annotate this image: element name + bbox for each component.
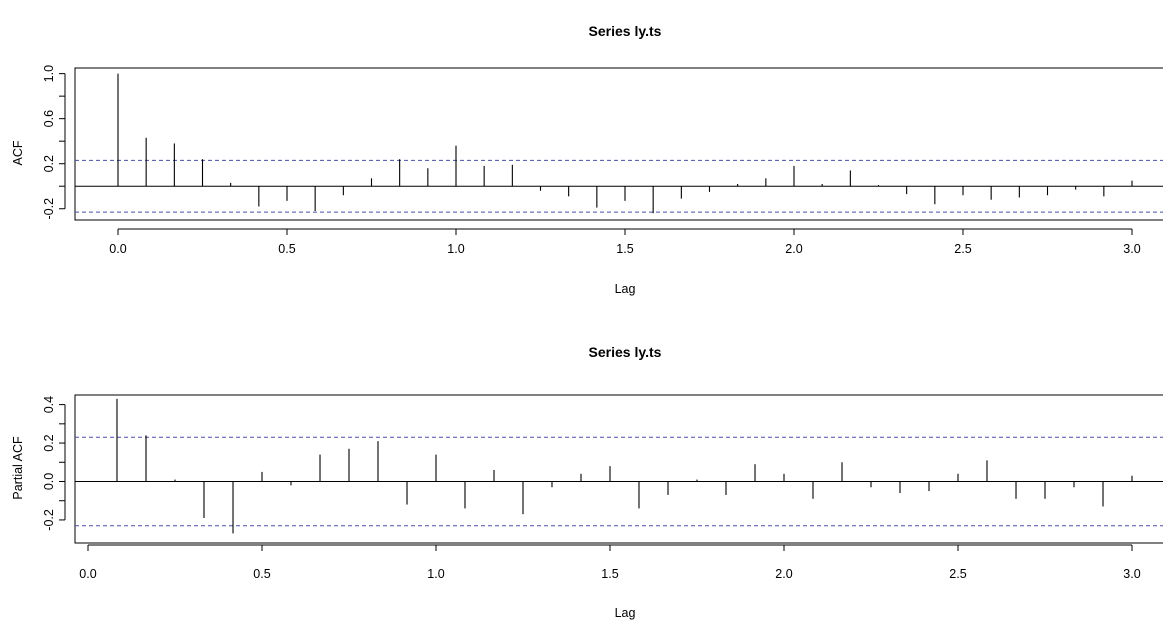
pacf-y-tick-label: 0.0	[42, 473, 56, 490]
pacf-panel: Series ly.ts Lag Partial ACF 0.0 0.5 1.0 1.…	[11, 344, 1163, 620]
pacf-x-tick-label: 3.0	[1123, 567, 1140, 581]
pacf-x-axis-label: Lag	[615, 606, 636, 620]
pacf-x-tick-label: 2.0	[775, 567, 792, 581]
acf-x-tick-label: 2.5	[954, 242, 971, 256]
pacf-plot-frame	[74, 394, 1163, 544]
acf-y-axis-label: ACF	[11, 140, 25, 165]
acf-x-tick-label: 2.0	[785, 242, 802, 256]
pacf-x-tick-label: 1.5	[601, 567, 618, 581]
acf-plot-frame	[74, 67, 1163, 221]
acf-x-axis-label: Lag	[615, 282, 636, 296]
pacf-x-tick-label: 0.0	[79, 567, 96, 581]
acf-y-tick-label: 1.0	[42, 65, 56, 82]
pacf-x-tick-label: 1.0	[427, 567, 444, 581]
acf-x-tick-label: 1.5	[616, 242, 633, 256]
pacf-y-axis-label: Partial ACF	[11, 436, 25, 500]
acf-x-tick-label: 0.0	[109, 242, 126, 256]
acf-x-tick-label: 1.0	[447, 242, 464, 256]
pacf-chart-title: Series ly.ts	[589, 344, 662, 360]
acf-y-tick-label: -0.2	[42, 198, 56, 220]
pacf-y-tick-label: -0.2	[42, 509, 56, 531]
pacf-x-tick-label: 2.5	[949, 567, 966, 581]
pacf-y-tick-label: 0.2	[42, 434, 56, 451]
acf-x-tick-label: 3.0	[1123, 242, 1140, 256]
acf-y-tick-label: 0.6	[42, 110, 56, 127]
pacf-y-tick-label: 0.4	[42, 396, 56, 413]
acf-chart-title: Series ly.ts	[589, 23, 662, 39]
acf-panel: Series ly.ts Lag ACF 0.0 0.5 1.0 1.5 2.0 2.5 3…	[11, 23, 1163, 296]
acf-y-tick-label: 0.2	[42, 155, 56, 172]
pacf-x-tick-label: 0.5	[253, 567, 270, 581]
acf-x-tick-label: 0.5	[278, 242, 295, 256]
